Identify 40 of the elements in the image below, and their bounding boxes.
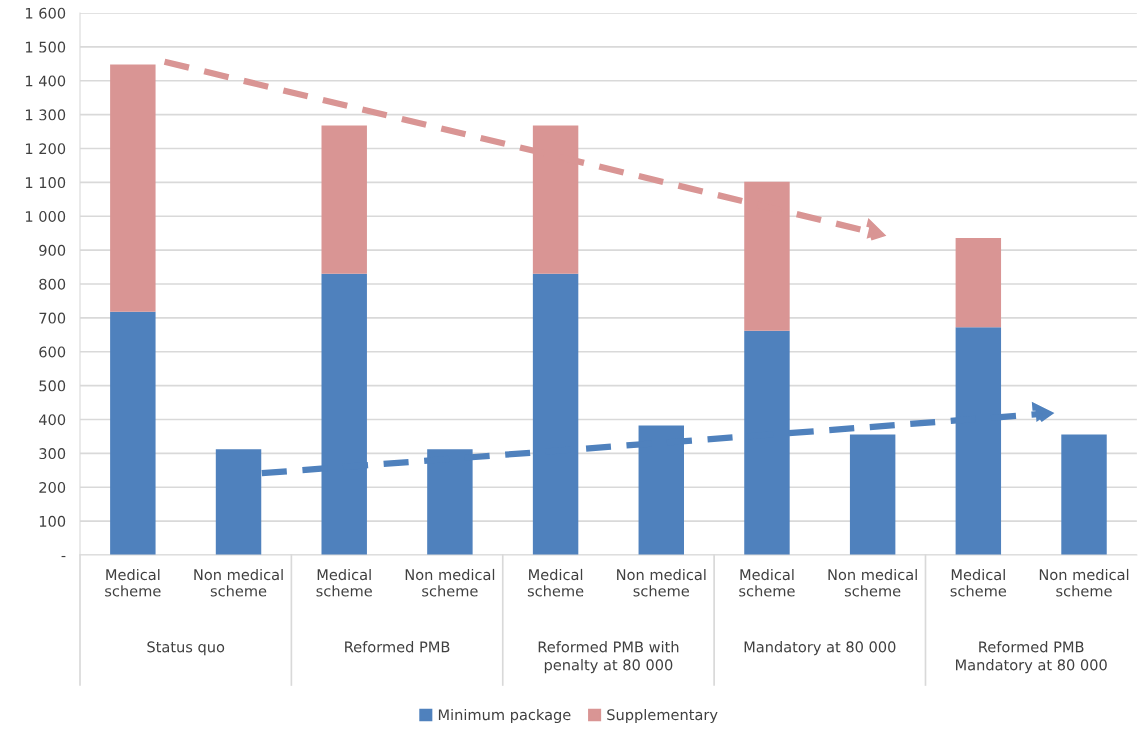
bar: [321, 125, 367, 274]
x-tick-label: Medical scheme: [950, 568, 1007, 597]
x-tick-label: Non medical scheme: [405, 568, 495, 597]
y-tick-label: 1 500: [25, 41, 66, 53]
x-tick-label: Medical scheme: [105, 568, 161, 597]
bar: [110, 311, 156, 555]
text: Reformed PMB Mandatory at 80 000: [956, 641, 1107, 674]
y-tick-label: 1 400: [25, 75, 66, 87]
y-tick-label: 1 000: [25, 210, 66, 222]
x-tick-label: Non medical scheme: [1039, 568, 1129, 597]
bar: [1061, 434, 1107, 555]
legend-label: Minimum package: [438, 708, 571, 724]
text: Status quo: [147, 641, 225, 656]
y-tick-label: 100: [39, 515, 66, 527]
x-tick-label: Non medical scheme: [828, 568, 917, 597]
text: Reformed PMB with penalty at 80 000: [538, 641, 679, 674]
bar: [955, 237, 1002, 328]
x-tick-label: Non medical scheme: [194, 568, 283, 597]
y-tick-label: 900: [39, 244, 66, 256]
y-tick-label: -: [61, 555, 66, 558]
legend-label: Supplementary: [607, 708, 718, 724]
y-tick-label: 500: [39, 380, 66, 392]
y-tick-label: 1 600: [25, 7, 66, 19]
y-tick-label: 700: [39, 312, 66, 324]
y-tick-label: 1 300: [25, 109, 66, 121]
y-tick-label: 1 100: [25, 177, 66, 189]
x-tick-label: Medical scheme: [739, 568, 795, 597]
x-tick-label: Non medical scheme: [617, 568, 706, 597]
text: Mandatory at 80 000: [744, 641, 896, 656]
y-tick-label: 1 200: [25, 143, 66, 155]
bar: [849, 434, 896, 555]
y-tick-label: 800: [39, 278, 66, 290]
y-tick-label: 300: [39, 448, 66, 460]
text: Reformed PMB: [345, 641, 450, 653]
bar: [110, 64, 156, 312]
y-tick-label: 600: [39, 346, 66, 358]
y-tick-label: 400: [38, 414, 66, 426]
x-tick-label: Medical scheme: [316, 568, 372, 597]
x-tick-label: Medical scheme: [527, 568, 584, 597]
y-tick-label: 200: [39, 481, 66, 493]
